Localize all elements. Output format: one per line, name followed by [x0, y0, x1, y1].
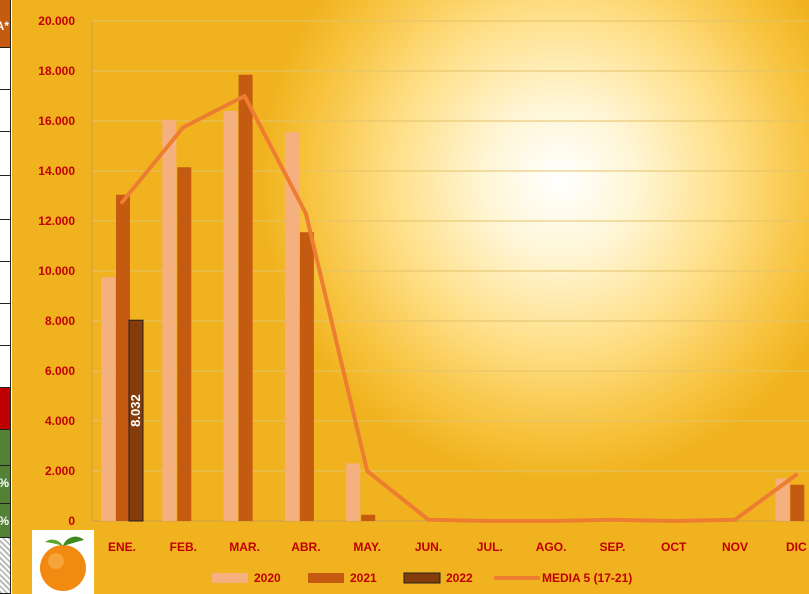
side-cell [0, 176, 11, 220]
y-tick-label: 6.000 [45, 364, 75, 378]
bar-2020 [284, 132, 299, 521]
x-tick-label: NOV [722, 540, 748, 554]
x-tick-label: AGO. [536, 540, 567, 554]
legend-label: 2020 [254, 571, 281, 585]
side-pct-label: % [0, 512, 9, 530]
bar-2020 [346, 463, 361, 521]
x-tick-label: MAY. [353, 540, 381, 554]
side-cell [0, 132, 11, 176]
x-tick-label: OCT [661, 540, 687, 554]
x-tick-label: DIC [786, 540, 807, 554]
y-tick-label: 2.000 [45, 464, 75, 478]
bar-2021 [238, 74, 253, 521]
legend-label: MEDIA 5 (17-21) [542, 571, 632, 585]
side-cell [0, 262, 11, 304]
legend-label: 2022 [446, 571, 473, 585]
side-cell [0, 48, 11, 90]
y-tick-label: 16.000 [38, 114, 75, 128]
legend-swatch [212, 573, 248, 583]
bar-2021 [790, 484, 805, 521]
side-pct-label: % [0, 474, 9, 492]
side-header-label: A* [0, 19, 9, 33]
bar-2022 [128, 319, 144, 522]
side-cell-green: % [0, 504, 11, 538]
bar-2020 [101, 277, 115, 521]
x-tick-label: JUN. [415, 540, 442, 554]
y-tick-label: 0 [68, 514, 75, 528]
bar-2021 [299, 232, 314, 521]
bar-2020 [162, 119, 177, 521]
line-media [120, 94, 799, 523]
orange-fruit-icon [32, 530, 94, 594]
y-tick-label: 8.000 [45, 314, 75, 328]
y-tick-label: 14.000 [38, 164, 75, 178]
x-tick-label: JUL. [477, 540, 503, 554]
side-cell [0, 346, 11, 388]
legend-label: 2021 [350, 571, 377, 585]
side-cell [0, 304, 11, 346]
y-tick-label: 18.000 [38, 64, 75, 78]
bar-2020 [223, 111, 238, 521]
legend-swatch [403, 572, 441, 584]
bar-2021 [361, 514, 376, 521]
side-cell [0, 90, 11, 132]
side-cell-green [0, 430, 11, 466]
y-tick-label: 10.000 [38, 264, 75, 278]
x-tick-label: SEP. [599, 540, 625, 554]
data-label: 8.032 [128, 394, 143, 427]
x-tick-label: ABR. [291, 540, 320, 554]
side-cell-header: A* [0, 0, 11, 48]
x-tick-label: ENE. [108, 540, 136, 554]
x-tick-label: FEB. [170, 540, 197, 554]
side-cell-red [0, 388, 11, 430]
side-table-fragment: A* % % [0, 0, 12, 594]
x-tick-label: MAR. [229, 540, 260, 554]
bar-2021 [116, 194, 130, 521]
side-cell [0, 220, 11, 262]
y-tick-label: 4.000 [45, 414, 75, 428]
y-tick-label: 20.000 [38, 14, 75, 28]
bar-2021 [177, 167, 192, 521]
side-cell-green: % [0, 466, 11, 504]
legend-swatch [308, 573, 344, 583]
y-tick-label: 12.000 [38, 214, 75, 228]
